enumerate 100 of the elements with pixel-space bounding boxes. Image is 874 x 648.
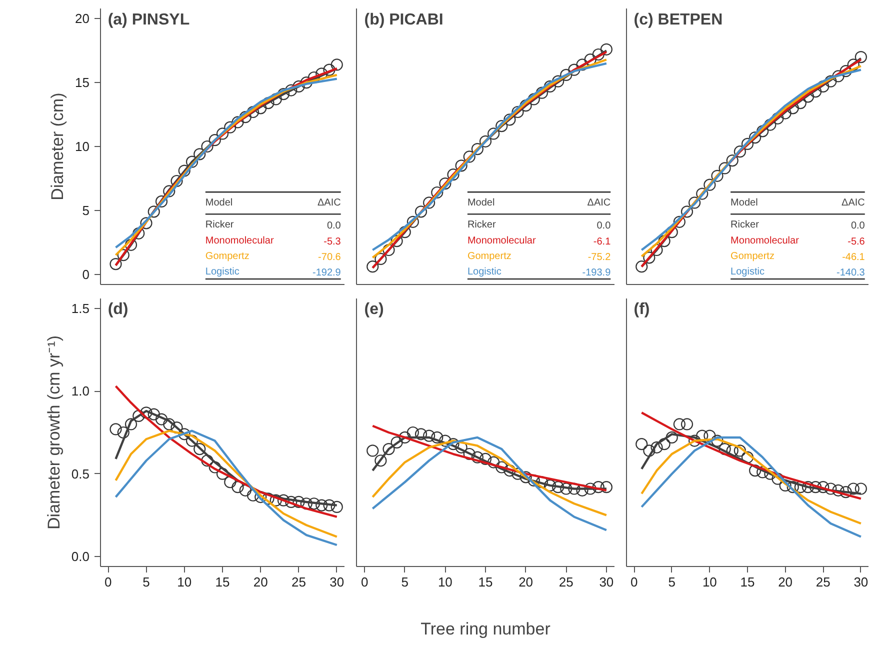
- annotation: ΔAIC: [587, 198, 611, 209]
- point: [431, 431, 444, 444]
- point: [832, 484, 844, 496]
- point: [374, 252, 387, 265]
- annotation: Model: [730, 198, 758, 209]
- text: Logistic: [730, 266, 764, 278]
- point: [673, 216, 686, 228]
- point: [718, 162, 731, 174]
- point: [194, 443, 206, 456]
- point: [824, 482, 837, 495]
- point: [711, 170, 724, 182]
- point: [155, 195, 168, 208]
- point: [163, 418, 176, 430]
- point: [316, 499, 328, 512]
- point: [431, 186, 444, 199]
- x-tick-label: 20: [518, 574, 534, 590]
- point: [186, 156, 198, 168]
- point: [568, 64, 580, 76]
- y-tick-label: 1.0: [71, 384, 90, 399]
- x-tick-label: 15: [740, 574, 755, 590]
- point: [854, 482, 867, 495]
- x-tick-label: 25: [292, 574, 306, 590]
- x-tick-label: 5: [142, 574, 150, 590]
- x-tick-label: 15: [215, 574, 230, 590]
- point: [471, 143, 484, 156]
- point: [847, 482, 860, 495]
- x-tick-label: 10: [438, 574, 452, 590]
- point: [216, 128, 229, 140]
- point: [194, 148, 206, 160]
- point: [463, 448, 476, 460]
- point: [643, 252, 656, 264]
- point: [673, 418, 686, 430]
- point: [398, 431, 411, 444]
- point: [232, 481, 244, 494]
- x-tick-label: 30: [854, 574, 868, 590]
- point: [741, 138, 754, 150]
- point: [423, 430, 436, 442]
- point: [658, 235, 670, 248]
- point: [414, 428, 428, 440]
- x-tick-label: 5: [668, 574, 676, 590]
- point: [382, 443, 395, 456]
- point: [552, 481, 564, 494]
- point: [840, 486, 852, 498]
- point: [504, 114, 516, 126]
- annotation: -192.9: [312, 268, 342, 279]
- point: [366, 444, 379, 457]
- point: [734, 146, 746, 158]
- point: [439, 434, 452, 447]
- x-tick-label: 20: [778, 574, 793, 590]
- point: [496, 120, 508, 132]
- point: [802, 481, 814, 494]
- y-tick-label: 0.5: [71, 466, 90, 482]
- x-tick-label: 25: [558, 574, 574, 590]
- point: [650, 441, 663, 454]
- x-tick-label: 20: [253, 574, 268, 590]
- point: [779, 479, 792, 492]
- point: [696, 188, 708, 200]
- annotation: Model: [205, 198, 233, 209]
- point: [560, 68, 572, 81]
- annotation: 0.0: [850, 220, 866, 232]
- point: [680, 206, 694, 218]
- point: [643, 444, 656, 457]
- point: [749, 132, 762, 144]
- x-axis-title: Tree ring number: [420, 620, 551, 638]
- chart-title: (e): [364, 301, 384, 318]
- point: [726, 154, 738, 167]
- point: [140, 217, 152, 230]
- point: [636, 438, 648, 450]
- point: [224, 121, 236, 134]
- y-tick-label: 15: [75, 75, 90, 90]
- annotation: 0.0: [596, 220, 612, 232]
- point: [600, 43, 612, 56]
- text: Ricker: [467, 220, 496, 231]
- point: [794, 481, 806, 494]
- point: [390, 436, 403, 448]
- point: [323, 64, 336, 76]
- point: [330, 500, 343, 513]
- point: [592, 48, 604, 61]
- point: [117, 426, 130, 439]
- point: [423, 196, 436, 209]
- point: [132, 410, 145, 422]
- text: Gompertz: [205, 250, 250, 262]
- point: [479, 452, 492, 466]
- point: [680, 418, 694, 430]
- y-tick-label: 0.0: [71, 549, 90, 564]
- point: [382, 244, 395, 256]
- point: [124, 418, 138, 430]
- point: [471, 451, 484, 464]
- point: [201, 140, 214, 153]
- point: [300, 498, 312, 510]
- chart-title: (c) BETPEN: [634, 11, 723, 28]
- point: [824, 75, 837, 88]
- y-axis-title: Diameter (cm): [48, 92, 68, 200]
- point: [786, 481, 799, 494]
- point: [398, 226, 411, 238]
- x-tick-label: 0: [630, 574, 638, 590]
- annotation: -140.3: [836, 268, 866, 279]
- point: [148, 408, 160, 420]
- x-tick-label: 30: [599, 574, 614, 590]
- chart-title: (a) PINSYL: [108, 11, 190, 28]
